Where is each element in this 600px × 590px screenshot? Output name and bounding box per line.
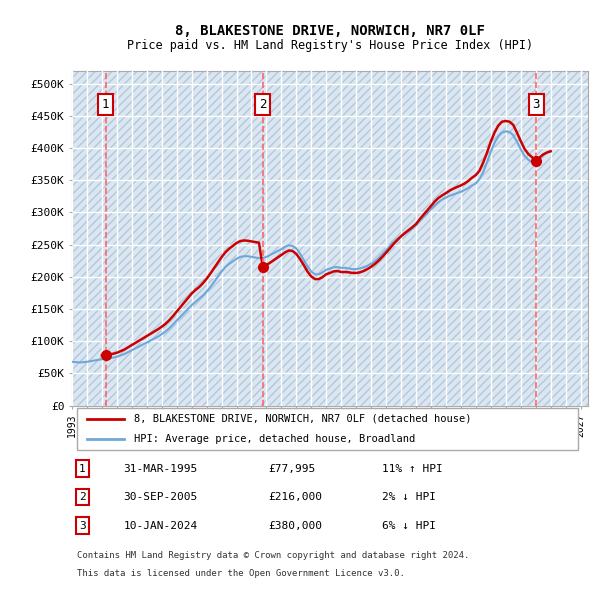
Text: 3: 3 [79,520,86,530]
Text: 3: 3 [532,98,540,111]
Text: 6% ↓ HPI: 6% ↓ HPI [382,520,436,530]
Text: 2% ↓ HPI: 2% ↓ HPI [382,492,436,502]
Text: 8, BLAKESTONE DRIVE, NORWICH, NR7 0LF (detached house): 8, BLAKESTONE DRIVE, NORWICH, NR7 0LF (d… [134,414,472,424]
Text: 2: 2 [79,492,86,502]
FancyBboxPatch shape [77,408,578,450]
Text: 1: 1 [79,464,86,474]
Text: 30-SEP-2005: 30-SEP-2005 [124,492,198,502]
Text: £380,000: £380,000 [268,520,322,530]
Text: This data is licensed under the Open Government Licence v3.0.: This data is licensed under the Open Gov… [77,569,405,578]
Text: £77,995: £77,995 [268,464,316,474]
Text: HPI: Average price, detached house, Broadland: HPI: Average price, detached house, Broa… [134,434,415,444]
Text: 1: 1 [102,98,109,111]
Text: £216,000: £216,000 [268,492,322,502]
Text: 11% ↑ HPI: 11% ↑ HPI [382,464,442,474]
Text: Contains HM Land Registry data © Crown copyright and database right 2024.: Contains HM Land Registry data © Crown c… [77,550,470,560]
Text: 2: 2 [259,98,266,111]
Text: 31-MAR-1995: 31-MAR-1995 [124,464,198,474]
Text: 10-JAN-2024: 10-JAN-2024 [124,520,198,530]
Text: 8, BLAKESTONE DRIVE, NORWICH, NR7 0LF: 8, BLAKESTONE DRIVE, NORWICH, NR7 0LF [175,24,485,38]
Text: Price paid vs. HM Land Registry's House Price Index (HPI): Price paid vs. HM Land Registry's House … [127,39,533,52]
